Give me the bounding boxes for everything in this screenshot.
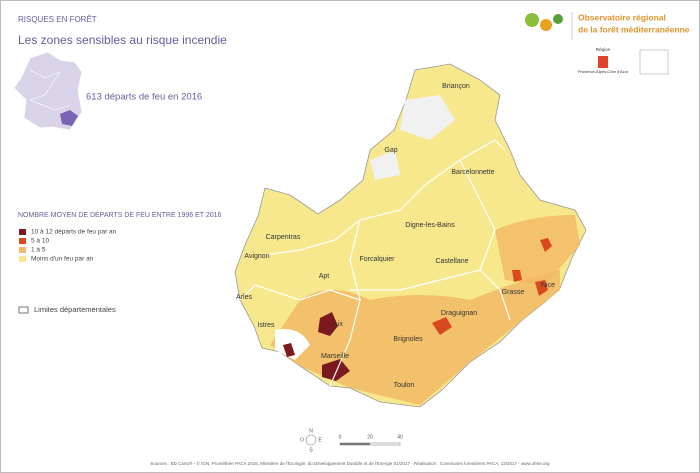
compass-o: O — [300, 437, 304, 443]
city-label: Castellane — [435, 258, 468, 265]
city-label: Briançon — [442, 83, 470, 90]
boundary-label: Limites départementales — [34, 305, 116, 314]
legend-title: NOMBRE MOYEN DE DÉPARTS DE FEU ENTRE 199… — [18, 210, 222, 219]
city-label: Marseille — [321, 353, 349, 360]
city-label: Istres — [257, 322, 275, 329]
department-boundary — [329, 299, 361, 387]
category: RISQUES EN FORÊT — [18, 15, 97, 24]
stat: 613 départs de feu en 2016 — [86, 92, 202, 103]
compass-n: N — [309, 428, 313, 434]
compass: N E S O — [300, 428, 322, 453]
logo-region-name: Provence-Alpes-Côte d'Azur — [578, 69, 629, 74]
inset-borders — [29, 69, 71, 111]
city-label: Draguignan — [441, 310, 477, 317]
title: Les zones sensibles au risque incendie — [18, 33, 227, 47]
logo-line1: Observatoire régional — [578, 12, 666, 22]
compass-s: S — [309, 447, 313, 453]
scale-label: 20 — [367, 434, 373, 440]
city-label: Gap — [384, 147, 397, 154]
city-label: Forcalquier — [359, 256, 395, 263]
legend-label: 10 à 12 départs de feu par an — [31, 229, 117, 236]
city-label: Brignoles — [393, 336, 423, 343]
boundary-swatch — [18, 306, 29, 314]
legend-swatch — [19, 247, 26, 253]
city-label: Avignon — [244, 253, 269, 260]
no-data-areas — [370, 95, 455, 180]
legend-swatch — [19, 256, 26, 262]
city-label: Arles — [236, 294, 252, 301]
risk-zone-5-10 — [432, 238, 552, 335]
city-label: Aix — [333, 321, 343, 328]
footer: Sources : BD Carto® - © IGN, Prométhée P… — [150, 460, 550, 466]
legend-label: 5 à 10 — [31, 238, 49, 245]
department-boundary — [264, 139, 506, 256]
city-label: Barcelonnette — [451, 169, 494, 176]
city-labels: Briançon Gap Barcelonnette Carpentras Digne-… — [236, 83, 555, 389]
legend-label: Moins d'un feu par an — [31, 256, 94, 263]
logo: Observatoire régional de la forêt médite… — [525, 12, 690, 75]
map — [234, 63, 587, 408]
risk-zone-east — [495, 215, 580, 285]
scale-bar: 0 20 40 — [339, 434, 403, 446]
legend: 10 à 12 départs de feu par an 5 à 10 1 à 5… — [19, 229, 117, 263]
city-label: Toulon — [394, 382, 415, 389]
department-boundary — [350, 269, 511, 321]
legend-swatch — [19, 238, 26, 244]
scale-label: 40 — [397, 434, 403, 440]
etang-de-berre — [275, 329, 310, 360]
legend-label: 1 à 5 — [31, 247, 46, 254]
city-label: Carpentras — [266, 234, 301, 241]
scale-label: 0 — [339, 434, 342, 440]
inset-paca — [60, 110, 78, 126]
city-label: Digne-les-Bains — [405, 222, 455, 229]
risk-zone-10-12 — [283, 312, 350, 381]
department-boundary — [459, 159, 496, 271]
france-inset — [13, 51, 83, 131]
city-label: Grasse — [502, 289, 525, 296]
legend-swatch — [19, 229, 26, 235]
logo-line2: de la forêt méditerranéenne — [578, 24, 690, 34]
city-label: Nice — [541, 282, 555, 289]
department-boundary — [239, 219, 361, 301]
logo-region: Région — [596, 47, 611, 52]
compass-e: E — [318, 437, 322, 443]
city-label: Apt — [319, 273, 330, 280]
